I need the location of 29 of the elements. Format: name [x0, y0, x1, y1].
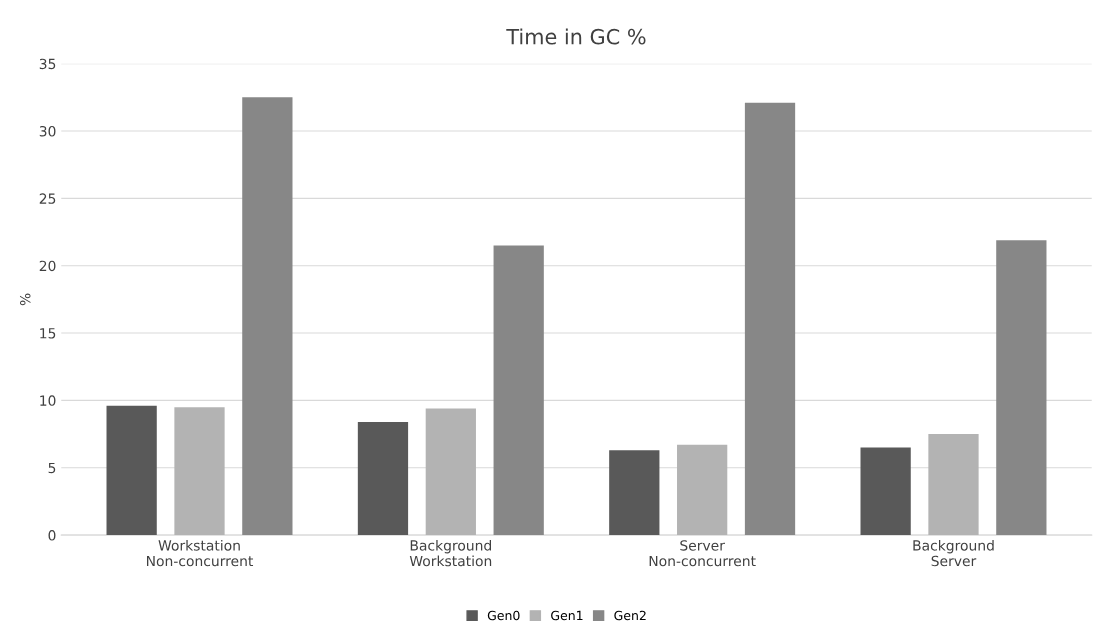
bar	[174, 407, 225, 536]
bar	[242, 97, 293, 536]
bar	[860, 447, 911, 536]
bar	[744, 102, 796, 536]
y-tick-label: 20	[39, 260, 56, 272]
y-tick-label: 35	[39, 58, 56, 70]
y-tick-label: 25	[39, 193, 56, 204]
y-axis-title: %	[19, 293, 31, 306]
legend-label: Gen1	[551, 610, 583, 621]
x-tick-label: Workstation Non-concurrent	[147, 539, 254, 567]
legend-label: Gen0	[487, 610, 520, 621]
bar	[357, 421, 409, 536]
bar	[106, 405, 157, 536]
x-tick-label: Background Server	[913, 539, 994, 567]
bar	[677, 444, 728, 536]
y-tick-label: 0	[48, 530, 56, 541]
bar	[425, 408, 476, 536]
y-tick-label: 5	[48, 462, 56, 474]
bar	[493, 245, 544, 536]
y-tick-label: 15	[40, 328, 56, 339]
y-tick-label: 30	[39, 126, 56, 137]
bar	[928, 434, 979, 536]
x-tick-label: Server Non-concurrent	[649, 540, 756, 567]
y-tick-label: 10	[40, 395, 56, 406]
x-tick-label: Background Workstation	[409, 539, 492, 567]
legend-label: Gen2	[614, 610, 646, 621]
chart-title: Time in GC %	[506, 28, 646, 45]
bar	[996, 240, 1047, 536]
bar	[609, 450, 660, 536]
